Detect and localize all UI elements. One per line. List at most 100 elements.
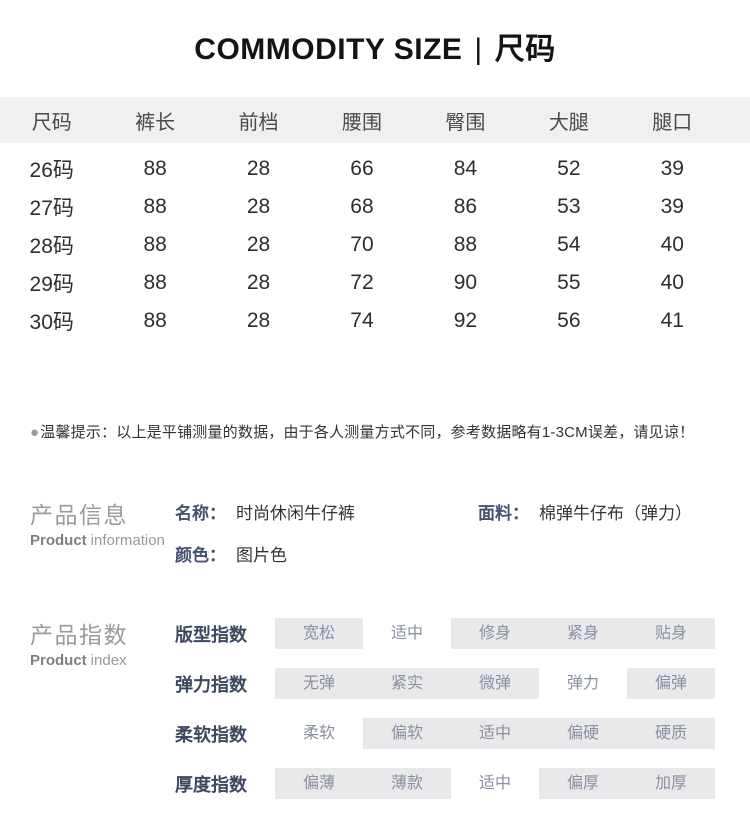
index-option: 适中 (451, 718, 539, 749)
size-cell: 52 (557, 157, 581, 180)
field-color-value: 图片色 (236, 546, 287, 565)
size-cell: 55 (557, 271, 581, 294)
heading-en: Product index (30, 652, 175, 669)
index-option-selected: 柔软 (275, 718, 363, 749)
index-row: 厚度指数 偏薄 薄款 适中 偏厚 加厚 (175, 768, 750, 799)
heading-en-rest: information (90, 532, 165, 549)
index-option: 加厚 (627, 768, 715, 799)
index-row: 版型指数 宽松 适中 修身 紧身 贴身 (175, 618, 750, 649)
heading-en-rest: index (90, 652, 127, 669)
size-cell: 72 (350, 271, 374, 294)
index-row-label: 柔软指数 (175, 724, 247, 745)
size-cell: 41 (660, 309, 684, 332)
heading-zh: 产品信息 (30, 502, 128, 528)
size-cell: 54 (557, 233, 581, 256)
heading-zh: 产品指数 (30, 622, 128, 648)
size-cell: 53 (557, 195, 581, 218)
index-option: 修身 (451, 618, 539, 649)
size-cell: 29码 (29, 273, 74, 296)
product-info-fields: 名称： 时尚休闲牛仔裤 面料： 棉弹牛仔布（弹力） 颜色： 图片色 (175, 496, 750, 583)
size-cell: 56 (557, 309, 581, 332)
index-option-selected: 弹力 (539, 668, 627, 699)
size-table-section: 尺码 裤长 前档 腰围 臀围 大腿 腿口 26码 88 28 66 84 52 39 27码… (0, 97, 750, 337)
index-option-strip: 宽松 适中 修身 紧身 贴身 (275, 618, 715, 649)
index-option-selected: 适中 (363, 618, 451, 649)
index-option: 紧实 (363, 668, 451, 699)
table-header-background (0, 97, 750, 143)
bullet-icon: ● (30, 424, 40, 441)
size-cell: 30码 (29, 311, 74, 334)
index-option: 无弹 (275, 668, 363, 699)
table-row: 27码 88 28 68 86 53 39 (0, 188, 724, 226)
product-info-section: 产品信息 Product information 名称： 时尚休闲牛仔裤 面料： … (30, 496, 750, 583)
notice-text: 温馨提示：以上是平铺测量的数据，由于各人测量方式不同，参考数据略有1-3CM误差… (40, 424, 695, 441)
size-cell: 28 (246, 309, 271, 332)
index-option: 偏厚 (539, 768, 627, 799)
column-header: 前档 (238, 111, 279, 134)
index-row-label: 厚度指数 (175, 774, 247, 795)
product-index-heading: 产品指数 Product index (30, 616, 175, 818)
size-table-header-row: 尺码 裤长 前档 腰围 臀围 大腿 腿口 (0, 97, 724, 143)
index-option: 紧身 (539, 618, 627, 649)
index-option: 宽松 (275, 618, 363, 649)
heading-en-bold: Product (30, 532, 87, 549)
index-option: 硬质 (627, 718, 715, 749)
table-row: 28码 88 28 70 88 54 40 (0, 226, 724, 264)
size-cell: 88 (143, 233, 167, 256)
size-cell: 88 (143, 157, 167, 180)
size-cell: 39 (660, 195, 684, 218)
size-cell: 90 (453, 271, 478, 294)
size-cell: 40 (660, 271, 684, 294)
size-cell: 39 (660, 157, 684, 180)
title-zh: 尺码 (494, 33, 556, 66)
size-cell: 27码 (29, 197, 74, 220)
index-row: 柔软指数 柔软 偏软 适中 偏硬 硬质 (175, 718, 750, 749)
index-option: 贴身 (627, 618, 715, 649)
field-color: 颜色： 图片色 (175, 541, 478, 566)
field-name-value: 时尚休闲牛仔裤 (236, 504, 355, 523)
size-cell: 70 (350, 233, 374, 256)
size-cell: 88 (143, 271, 167, 294)
field-fabric-value: 棉弹牛仔布（弹力） (539, 504, 692, 523)
index-option: 偏弹 (627, 668, 715, 699)
size-cell: 26码 (29, 159, 74, 182)
title-en: COMMODITY SIZE (194, 33, 463, 66)
title-separator: | (474, 33, 483, 66)
page-title: COMMODITY SIZE | 尺码 (0, 0, 750, 68)
index-option: 偏硬 (539, 718, 627, 749)
measurement-notice: ●温馨提示：以上是平铺测量的数据，由于各人测量方式不同，参考数据略有1-3CM误… (30, 421, 750, 442)
size-cell: 88 (453, 233, 478, 256)
size-cell: 40 (660, 233, 684, 256)
size-cell: 28 (246, 233, 271, 256)
index-option-strip: 无弹 紧实 微弹 弹力 偏弹 (275, 668, 715, 699)
index-option-strip: 偏薄 薄款 适中 偏厚 加厚 (275, 768, 715, 799)
size-cell: 28码 (29, 235, 74, 258)
field-fabric-label: 面料： (478, 504, 529, 523)
column-header: 臀围 (445, 111, 486, 134)
size-cell: 92 (453, 309, 478, 332)
heading-en: Product information (30, 532, 175, 549)
table-row: 30码 88 28 74 92 56 41 (0, 302, 724, 340)
size-table-body: 26码 88 28 66 84 52 39 27码 88 28 68 86 53… (0, 143, 724, 340)
index-option: 偏薄 (275, 768, 363, 799)
size-cell: 84 (453, 157, 478, 180)
index-option-selected: 适中 (451, 768, 539, 799)
column-header: 腰围 (341, 111, 382, 134)
table-row: 29码 88 28 72 90 55 40 (0, 264, 724, 302)
index-option: 薄款 (363, 768, 451, 799)
field-name-label: 名称： (175, 504, 226, 523)
column-header: 裤长 (135, 111, 176, 134)
size-cell: 66 (350, 157, 374, 180)
index-option: 偏软 (363, 718, 451, 749)
size-cell: 88 (143, 195, 167, 218)
size-cell: 28 (246, 271, 271, 294)
field-color-label: 颜色： (175, 546, 226, 565)
index-option-strip: 柔软 偏软 适中 偏硬 硬质 (275, 718, 715, 749)
size-cell: 28 (246, 195, 271, 218)
table-row: 26码 88 28 66 84 52 39 (0, 150, 724, 188)
product-index-section: 产品指数 Product index 版型指数 宽松 适中 修身 紧身 贴身 弹力指数 无… (30, 616, 750, 818)
field-fabric: 面料： 棉弹牛仔布（弹力） (478, 499, 692, 524)
size-cell: 74 (350, 309, 374, 332)
index-row: 弹力指数 无弹 紧实 微弹 弹力 偏弹 (175, 668, 750, 699)
size-cell: 28 (246, 157, 271, 180)
